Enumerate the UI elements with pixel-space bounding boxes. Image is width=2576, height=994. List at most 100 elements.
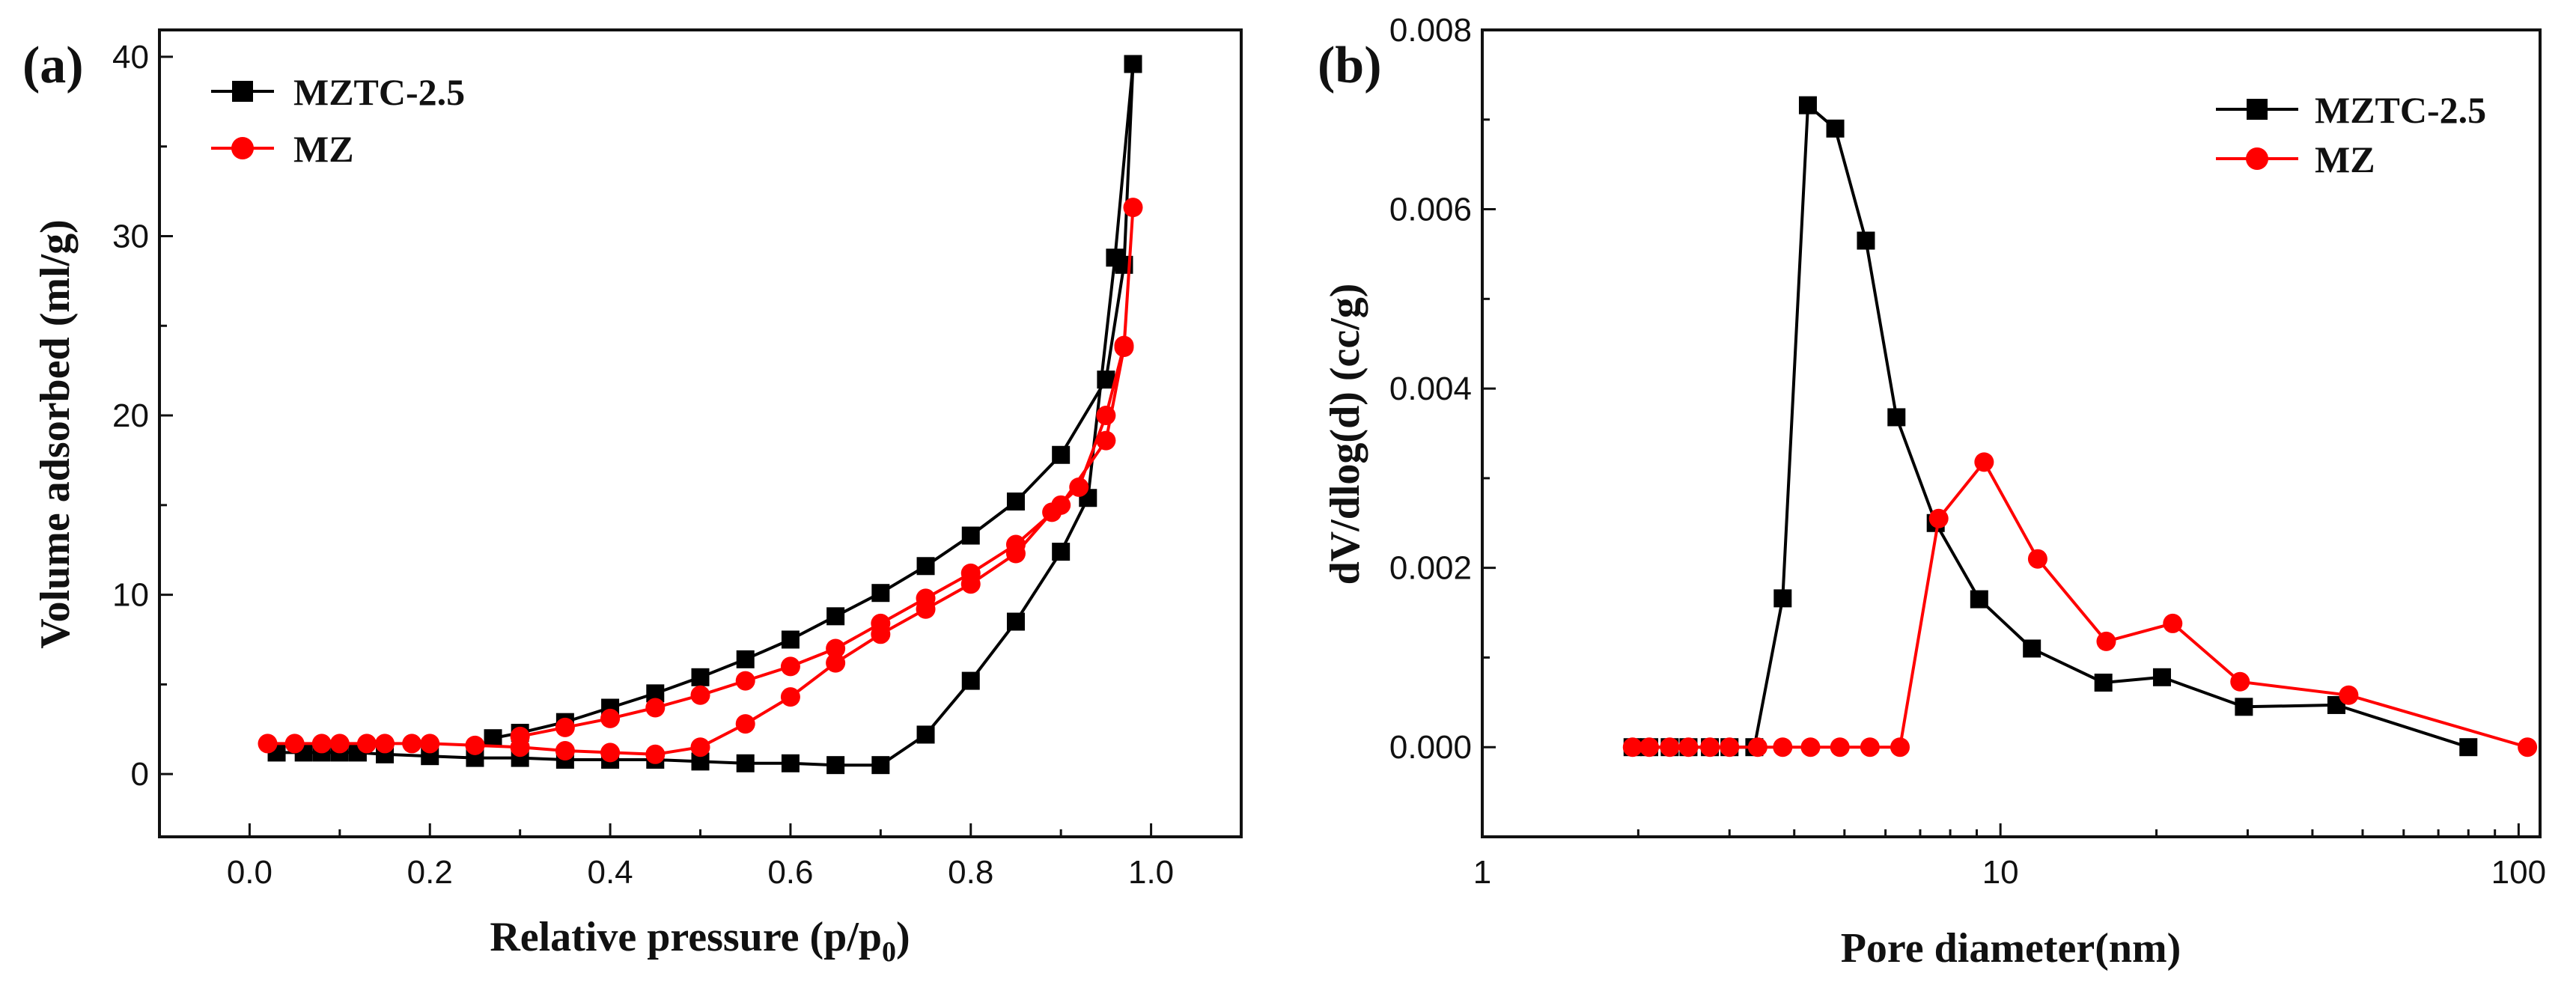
panel-b-line-mztc-2-5	[1632, 103, 2469, 749]
panel-a-legend-label-mztc: MZTC-2.5	[293, 71, 465, 113]
panel-a-point-mz	[465, 735, 485, 755]
panel-b-point-mz	[1700, 737, 1720, 757]
panel-a-series-mz	[258, 198, 1143, 764]
panel-b-legend-label-mztc: MZTC-2.5	[2315, 89, 2486, 131]
panel-b-legend-marker-mztc	[2247, 99, 2268, 120]
panel-a-x-axis: 0.0 0.2 0.4 0.6 0.8 1.0	[227, 823, 1174, 891]
panel-a-point-mz	[1096, 406, 1116, 426]
panel-b-point-mz	[1747, 737, 1767, 757]
panel-a-point-mz	[916, 588, 936, 609]
panel-b-series-mztc-2-5	[1623, 96, 2478, 757]
panel-b-point-mz	[1830, 737, 1850, 757]
panel-a-line-mztc-2-5	[276, 62, 1135, 767]
panel-a-point-mztc-2-5	[1006, 612, 1025, 631]
panel-a-point-mztc-2-5	[1052, 445, 1071, 464]
panel-a-y-tick-label: 30	[112, 218, 149, 254]
panel-a-point-mz	[555, 741, 575, 761]
panel-b-legend-marker-mz	[2246, 147, 2268, 170]
panel-b-point-mztc-2-5	[1798, 96, 1817, 115]
panel-a-point-mztc-2-5	[736, 754, 755, 772]
panel-b-y-axis: 0.000 0.002 0.004 0.006 0.008	[1389, 12, 1496, 766]
panel-a-point-mz	[1114, 338, 1134, 358]
panel-a-point-mz	[420, 734, 440, 754]
panel-a-point-mz	[311, 734, 332, 754]
panel-b-point-mz	[1860, 737, 1880, 757]
panel-a-point-mz	[735, 714, 755, 734]
panel-b-x-tick-label: 100	[2491, 854, 2546, 891]
panel-b-x-tick-label: 10	[1982, 854, 2019, 891]
panel-b-point-mz	[1800, 737, 1821, 757]
panel-b-point-mztc-2-5	[1887, 408, 1906, 427]
panel-a-point-mz	[284, 734, 305, 754]
panel-a-point-mztc-2-5	[781, 630, 800, 649]
panel-a-point-mz	[826, 638, 846, 659]
panel-a-legend: MZTC-2.5 MZ	[211, 71, 465, 170]
panel-a: (a) 0.0 0.2 0.4 0.6 0.8 1.0 0 10 20 30 40 Relativ…	[22, 28, 1243, 968]
panel-a-point-mz	[826, 653, 846, 673]
panel-a-point-mztc-2-5	[691, 668, 710, 686]
panel-b-point-mz	[1928, 508, 1949, 528]
panel-a-point-mztc-2-5	[1097, 371, 1115, 389]
panel-b-legend: MZTC-2.5 MZ	[2216, 89, 2486, 180]
panel-b-x-axis: 1 10 100	[1473, 823, 2546, 891]
panel-b-y-tick-label: 0.008	[1389, 12, 1472, 49]
panel-a-point-mz	[258, 734, 278, 754]
panel-b-point-mz	[1622, 737, 1642, 757]
panel-a-point-mz	[645, 698, 666, 718]
panel-a-legend-marker-mz	[231, 137, 254, 159]
panel-a-x-axis-title: Relative pressure (p/p0)	[490, 914, 910, 968]
panel-b-point-mz	[1974, 452, 1994, 472]
panel-b-point-mztc-2-5	[2459, 738, 2478, 757]
panel-a-x-tick-label: 0.8	[948, 854, 993, 891]
panel-a-point-mztc-2-5	[826, 756, 845, 775]
panel-a-point-mztc-2-5	[961, 526, 980, 545]
panel-b-x-tick-label: 1	[1473, 854, 1491, 891]
panel-a-x-tick-label: 0.4	[587, 854, 633, 891]
panel-b-point-mztc-2-5	[1857, 231, 1875, 250]
panel-b-point-mz	[1720, 737, 1740, 757]
panel-b-point-mz	[1773, 737, 1793, 757]
panel-b-point-mztc-2-5	[2152, 668, 2171, 686]
panel-a-point-mz	[356, 734, 377, 754]
panel-a-point-mztc-2-5	[1006, 493, 1025, 511]
panel-b-y-tick-label: 0.002	[1389, 550, 1472, 587]
panel-a-point-mz	[960, 563, 981, 583]
panel-a-point-mztc-2-5	[736, 650, 755, 668]
panel-a-point-mz	[375, 734, 395, 754]
panel-b-point-mztc-2-5	[1970, 590, 1988, 609]
panel-b-point-mz	[2339, 685, 2359, 705]
panel-a-point-mz	[402, 734, 422, 754]
panel-b-plot-frame	[1481, 28, 2542, 838]
panel-a-point-mz	[600, 743, 621, 763]
panel-a-point-mz	[780, 687, 800, 707]
panel-b-point-mz	[1678, 737, 1699, 757]
panel-b-series-mz	[1622, 452, 2538, 757]
panel-b-y-tick-label: 0.004	[1389, 371, 1472, 407]
panel-a-point-mztc-2-5	[871, 584, 890, 603]
panel-a-point-mztc-2-5	[871, 756, 890, 775]
panel-a-point-mz	[510, 726, 530, 746]
panel-a-point-mz	[1123, 198, 1143, 218]
panel-a-point-mz	[690, 737, 710, 757]
panel-b-point-mz	[2163, 613, 2183, 633]
panel-b-point-mztc-2-5	[1773, 589, 1792, 608]
panel-b-y-axis-title: dV/dlog(d) (cc/g)	[1322, 284, 1368, 585]
panel-b: (b) 1 10 100 0.000 0.002 0.004 0.006 0.008 Por…	[1318, 12, 2546, 972]
panel-a-point-mz	[735, 671, 755, 691]
panel-a-point-mz	[600, 708, 621, 728]
panel-b-y-tick-label: 0.006	[1389, 192, 1472, 228]
panel-a-y-axis-title: Volume adsorbed (ml/g)	[32, 219, 79, 649]
panel-a-point-mztc-2-5	[484, 729, 502, 748]
panel-b-point-mz	[1639, 737, 1660, 757]
panel-b-point-mz	[2230, 671, 2250, 692]
panel-a-point-mztc-2-5	[916, 557, 935, 576]
panel-b-point-mz	[2096, 631, 2116, 651]
panel-a-label: (a)	[22, 37, 84, 94]
panel-a-y-tick-label: 40	[112, 39, 149, 76]
panel-b-point-mztc-2-5	[2023, 639, 2041, 658]
panel-b-point-mztc-2-5	[2094, 673, 2113, 692]
panel-a-point-mz	[1069, 477, 1089, 497]
panel-a-x-tick-label: 0.2	[407, 854, 453, 891]
panel-a-point-mztc-2-5	[826, 607, 845, 626]
